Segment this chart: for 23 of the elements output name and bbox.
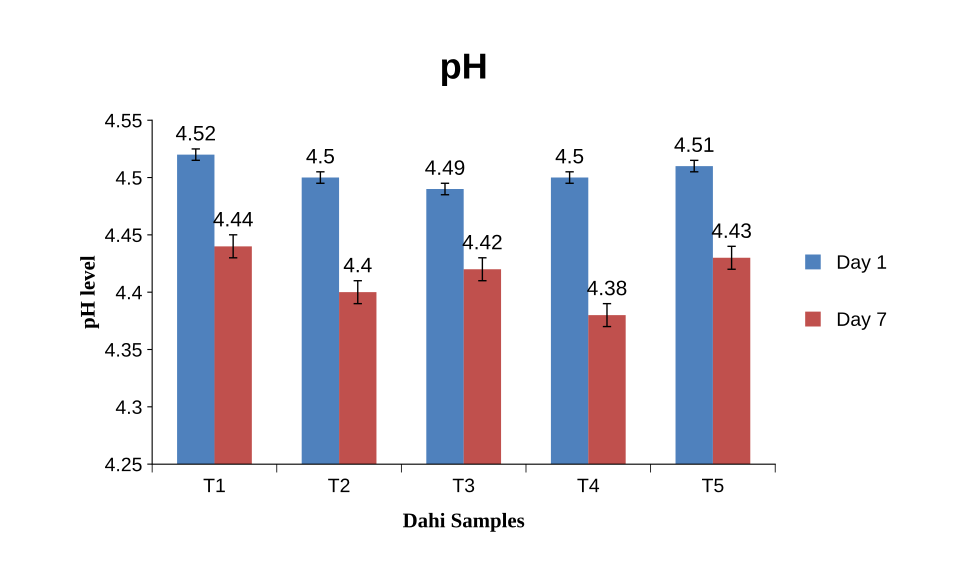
y-tick-label: 4.45 [105, 228, 142, 242]
y-tick-label: 4.5 [116, 171, 142, 185]
chart-title: pH [442, 54, 486, 86]
x-tick-label: T1 [204, 478, 225, 492]
x-tick-label: T2 [328, 478, 350, 492]
data-label: 4.49 [425, 160, 464, 175]
y-tick-label: 4.3 [116, 400, 142, 414]
data-label: 4.51 [674, 138, 714, 152]
data-label: 4.5 [556, 148, 584, 164]
x-tick-label: T5 [702, 478, 724, 492]
y-tick-label: 4.4 [116, 286, 142, 300]
y-axis-title: pH level [80, 256, 100, 329]
x-tick-label: T4 [577, 478, 600, 492]
y-tick-label: 4.55 [105, 114, 142, 128]
x-axis-title: Dahi Samples [402, 512, 524, 532]
x-tick-label: T3 [452, 478, 474, 492]
legend-label: Day 1 [838, 255, 886, 273]
data-label: 4.4 [344, 258, 372, 272]
y-tick-label: 4.35 [105, 342, 142, 357]
legend-label: Day 7 [838, 312, 886, 330]
data-label: 4.52 [176, 126, 215, 141]
data-label: 4.5 [306, 148, 334, 164]
y-tick-label: 4.25 [105, 458, 142, 472]
